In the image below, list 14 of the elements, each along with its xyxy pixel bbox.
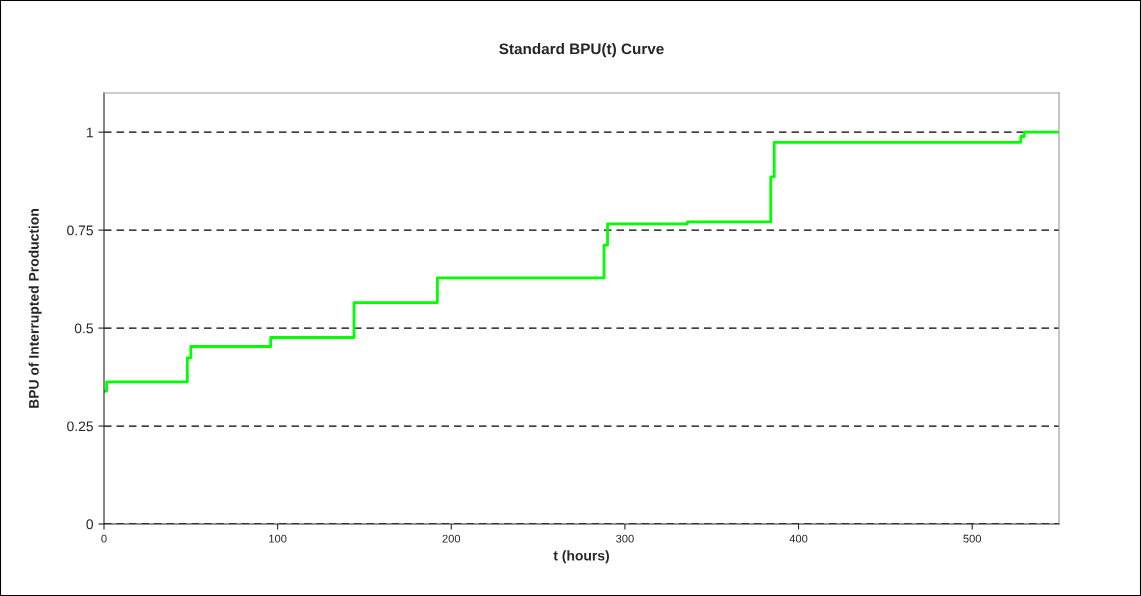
y-tick-label: 0	[86, 519, 94, 530]
y-axis-title: BPU of Interrupted Production	[28, 209, 42, 408]
x-axis-title: t (hours)	[553, 550, 609, 564]
y-tick-label: 0.25	[67, 421, 93, 432]
x-tick-label: 200	[442, 534, 461, 543]
x-tick-label: 400	[789, 534, 808, 543]
y-tick-label: 1	[86, 127, 93, 138]
x-tick-label: 500	[963, 534, 982, 543]
y-tick-label: 0.5	[74, 323, 93, 334]
chart-title: Standard BPU(t) Curve	[499, 43, 664, 58]
x-tick-label: 300	[616, 534, 634, 543]
x-tick-label: 100	[269, 534, 287, 543]
x-tick-label: 0	[101, 534, 107, 543]
y-tick-label: 0.75	[67, 225, 93, 236]
